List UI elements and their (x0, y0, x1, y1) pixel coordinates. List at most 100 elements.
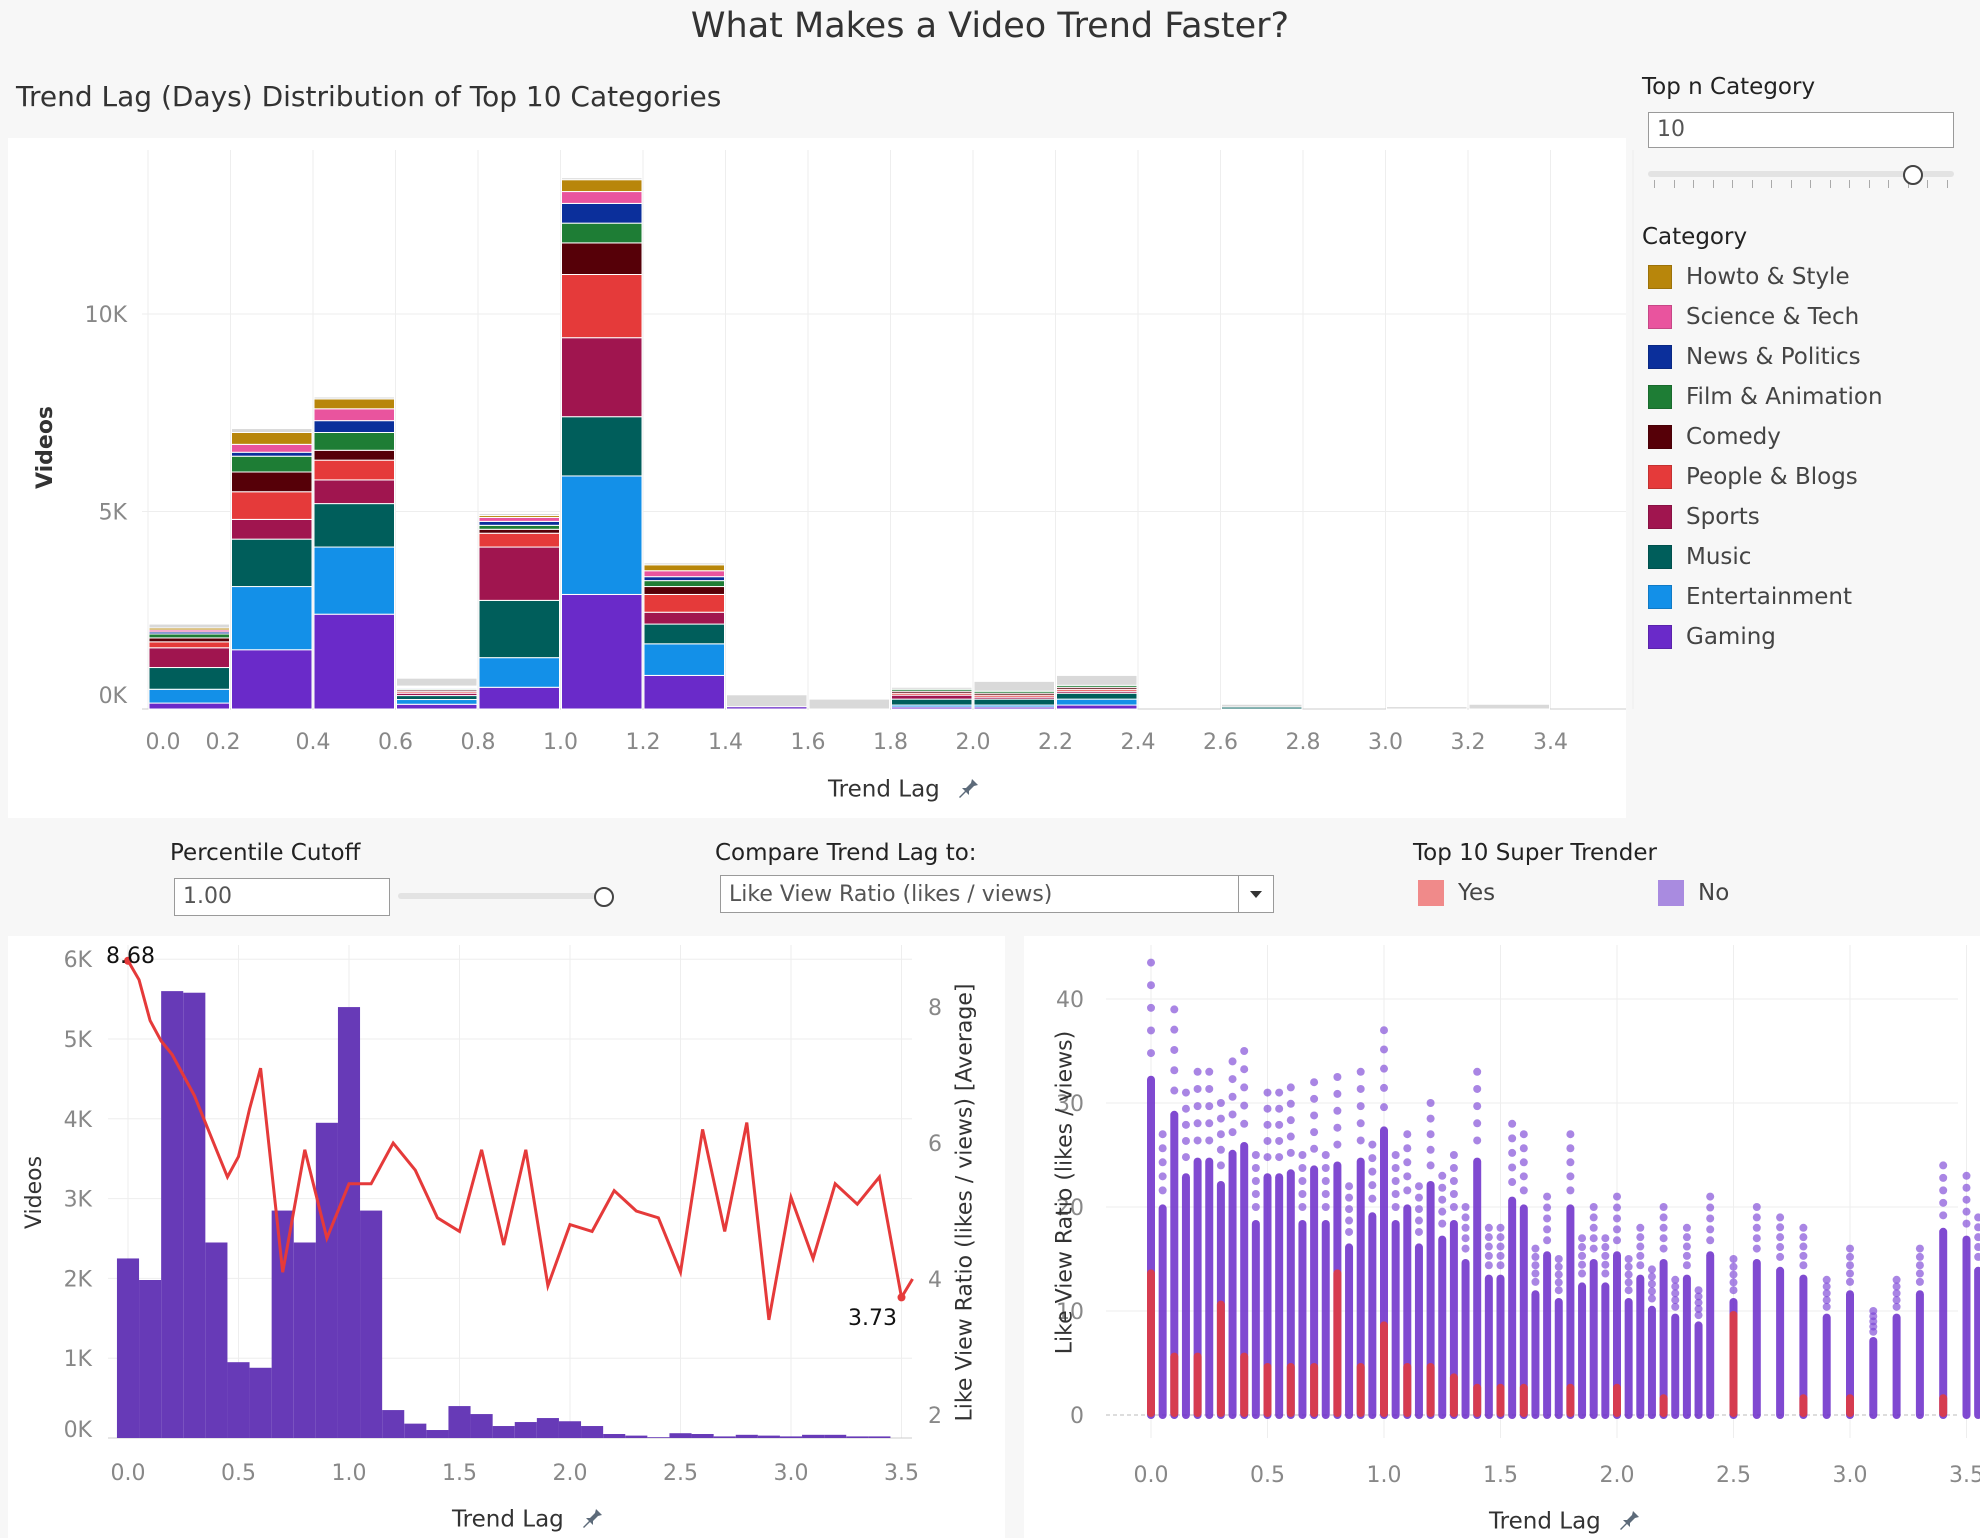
category-legend-item[interactable]: Gaming (1648, 622, 1776, 652)
br-scatter-point (1403, 1158, 1412, 1167)
top-bar-segment (313, 420, 395, 433)
top-bar-segment (643, 611, 725, 625)
br-scatter-point (1484, 1223, 1493, 1232)
br-scatter-point (1391, 1177, 1400, 1185)
percentile-input[interactable]: 1.00 (174, 878, 390, 916)
bl-histogram-bar (669, 1433, 692, 1438)
br-scatter-point (1170, 1025, 1179, 1034)
br-scatter-point (1298, 1190, 1307, 1198)
br-scatter-point (1682, 1223, 1691, 1232)
br-scatter-point (1403, 1130, 1412, 1139)
top-bar-segment (891, 698, 973, 706)
top-bar-segment (231, 491, 313, 520)
pin-icon[interactable] (957, 775, 983, 805)
top-x-tick: 0.2 (206, 730, 241, 755)
top-bar-segment (478, 657, 560, 688)
br-scatter-point (1706, 1192, 1715, 1201)
br-scatter-point (1240, 1101, 1249, 1110)
category-legend-item[interactable]: Science & Tech (1648, 302, 1859, 332)
top-bar-segment (231, 586, 313, 651)
br-scatter-point (1613, 1214, 1621, 1223)
legend-item-yes[interactable]: Yes (1418, 880, 1495, 906)
top-x-tick: 1.4 (708, 730, 743, 755)
top-bar-segment (1056, 674, 1138, 686)
br-scatter-point (1193, 1084, 1202, 1093)
br-scatter-column (1228, 1149, 1237, 1419)
top-bar-segment (148, 647, 230, 669)
legend-item-no[interactable]: No (1658, 880, 1729, 906)
br-scatter-point (1519, 1186, 1528, 1195)
pin-icon[interactable] (581, 1505, 607, 1535)
category-legend-item[interactable]: Film & Animation (1648, 382, 1883, 412)
br-scatter-point (1310, 1078, 1319, 1087)
top-n-input[interactable]: 10 (1648, 112, 1954, 148)
caret-down-icon[interactable] (1238, 876, 1273, 912)
bl-histogram-bar (868, 1436, 891, 1438)
bl-y-tick-right: 6 (928, 1132, 942, 1157)
br-scatter-point (1298, 1177, 1307, 1185)
bl-histogram-bar (735, 1434, 758, 1438)
bl-histogram-bar (426, 1430, 449, 1438)
percentile-slider[interactable] (398, 887, 614, 908)
pin-icon[interactable] (1618, 1507, 1644, 1537)
br-scatter-column (1554, 1298, 1563, 1419)
top-bar-segment (643, 576, 725, 582)
br-scatter-point (1601, 1260, 1610, 1269)
category-legend-item[interactable]: Entertainment (1648, 582, 1852, 612)
top-n-slider-thumb[interactable] (1903, 165, 1924, 185)
compare-dropdown[interactable]: Like View Ratio (likes / views) (720, 875, 1274, 913)
top-bar-segment (313, 459, 395, 481)
bl-y-tick-right: 8 (928, 996, 942, 1021)
legend-swatch (1648, 465, 1672, 489)
br-scatter-column (1974, 1266, 1980, 1419)
br-scatter-point (1240, 1047, 1249, 1055)
br-scatter-point (1566, 1158, 1575, 1167)
category-legend-item[interactable]: Sports (1648, 502, 1760, 532)
br-scatter-point (1799, 1223, 1808, 1232)
br-scatter-point (1158, 1144, 1167, 1153)
category-legend-item[interactable]: Comedy (1648, 422, 1781, 452)
top-bar-segment (148, 637, 230, 643)
br-scatter-point (1508, 1178, 1517, 1187)
br-scatter-point (1391, 1190, 1400, 1198)
br-scatter-point (1298, 1151, 1307, 1159)
br-scatter-point (1939, 1211, 1948, 1220)
br-scatter-point (1205, 1136, 1214, 1145)
category-legend-item[interactable]: Howto & Style (1648, 262, 1850, 292)
br-scatter-column (1543, 1251, 1552, 1419)
top-n-slider[interactable] (1648, 164, 1954, 194)
category-legend-item[interactable]: Music (1648, 542, 1751, 572)
br-scatter-point (1671, 1289, 1680, 1298)
br-scatter-point (1484, 1242, 1493, 1251)
br-scatter-point (1496, 1251, 1505, 1260)
br-scatter-point (1263, 1104, 1272, 1113)
br-scatter-point (1659, 1223, 1668, 1232)
br-scatter-point (1181, 1153, 1190, 1162)
top-bar-segment (478, 546, 560, 601)
br-scatter-point (1647, 1294, 1656, 1303)
br-scatter-column (1321, 1220, 1330, 1419)
br-scatter-point (1915, 1244, 1924, 1253)
br-scatter-point (1251, 1151, 1260, 1159)
br-scatter-column (1671, 1313, 1680, 1419)
legend-swatch (1648, 425, 1672, 449)
percentile-slider-thumb[interactable] (594, 887, 614, 907)
br-scatter-point (1822, 1275, 1831, 1284)
br-scatter-point (1752, 1234, 1761, 1243)
top-x-tick: 0.0 (146, 730, 181, 755)
br-scatter-point (1915, 1277, 1924, 1286)
category-legend-item[interactable]: News & Politics (1648, 342, 1861, 372)
br-scatter-point (1531, 1244, 1540, 1253)
top-chart-ylabel: Videos (33, 405, 59, 490)
br-scatter-column (1170, 1110, 1179, 1419)
br-scatter-point (1321, 1177, 1330, 1185)
top-bar-segment (478, 686, 560, 710)
br-scatter-point (1158, 1172, 1167, 1181)
top-bar-segment (148, 633, 230, 639)
top-bar-segment (396, 703, 478, 710)
br-scatter-point (1589, 1203, 1598, 1211)
br-scatter-column-yes (1333, 1269, 1342, 1417)
category-legend-item[interactable]: People & Blogs (1648, 462, 1858, 492)
br-scatter-point (1461, 1234, 1470, 1243)
br-scatter-point (1181, 1088, 1190, 1097)
